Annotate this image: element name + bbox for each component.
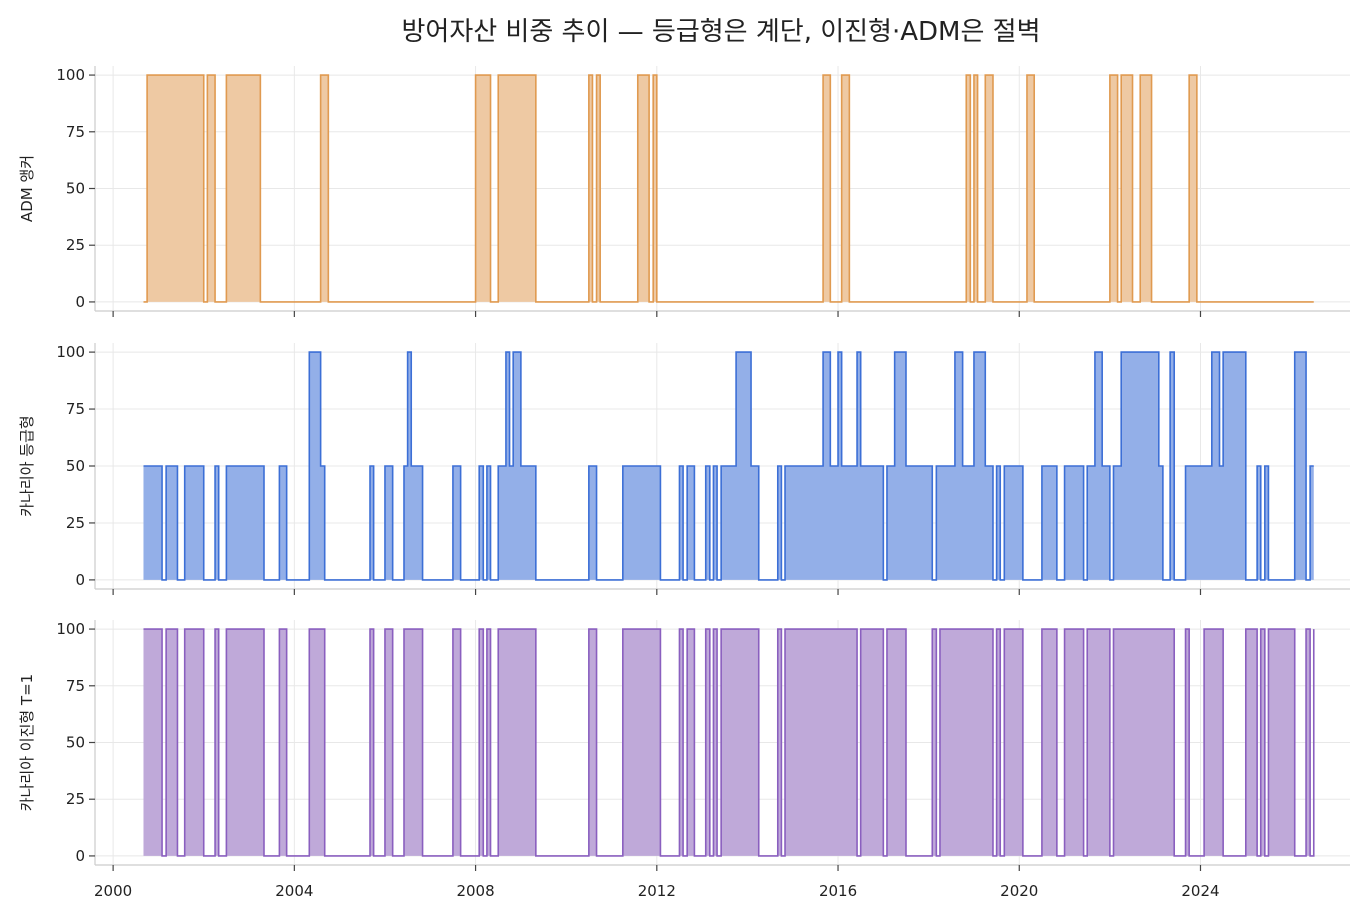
y-tick-label: 0 <box>75 847 85 865</box>
x-tick-label: 2000 <box>94 882 132 900</box>
y-tick-label: 100 <box>56 620 85 638</box>
chart-panel-1: 0 25 50 75 100 ADM 앵커 <box>18 66 1350 317</box>
series-line <box>143 351 1314 581</box>
y-tick-label: 0 <box>75 571 85 589</box>
chart-panels: 0 25 50 75 100 ADM 앵커 0 25 50 75 100 카나리아 등급형 0 25 50 7… <box>18 66 1350 900</box>
y-tick-label: 25 <box>66 790 85 808</box>
y-tick-label: 50 <box>66 180 85 198</box>
x-tick-label: 2020 <box>1000 882 1038 900</box>
chart-title: 방어자산 비중 추이 — 등급형은 계단, 이진형·ADM은 절벽 <box>401 17 1040 47</box>
y-tick-label: 75 <box>66 400 85 418</box>
chart-panel-2: 0 25 50 75 100 카나리아 등급형 <box>18 343 1350 595</box>
x-tick-label: 2016 <box>819 882 857 900</box>
x-tick-label: 2012 <box>638 882 676 900</box>
chart-panel-3: 0 25 50 75 100 2000 2004 2008 2012 2016 2020 2024 카나… <box>18 620 1350 900</box>
y-tick-label: 50 <box>66 457 85 475</box>
x-tick-label: 2024 <box>1181 882 1219 900</box>
y-tick-label: 25 <box>66 514 85 532</box>
y-axis-label: ADM 앵커 <box>18 155 36 222</box>
x-tick-label: 2008 <box>456 882 494 900</box>
series-line <box>143 628 1315 857</box>
y-tick-label: 75 <box>66 677 85 695</box>
y-tick-label: 100 <box>56 343 85 361</box>
y-tick-label: 25 <box>66 236 85 254</box>
y-tick-label: 75 <box>66 123 85 141</box>
y-axis-label: 카나리아 이진형 T=1 <box>18 674 36 811</box>
y-axis-label: 카나리아 등급형 <box>18 415 36 516</box>
x-tick-label: 2004 <box>275 882 313 900</box>
y-tick-label: 100 <box>56 66 85 84</box>
y-tick-label: 0 <box>75 293 85 311</box>
series-line <box>143 74 1314 303</box>
y-tick-label: 50 <box>66 734 85 752</box>
series-area <box>143 629 1314 856</box>
